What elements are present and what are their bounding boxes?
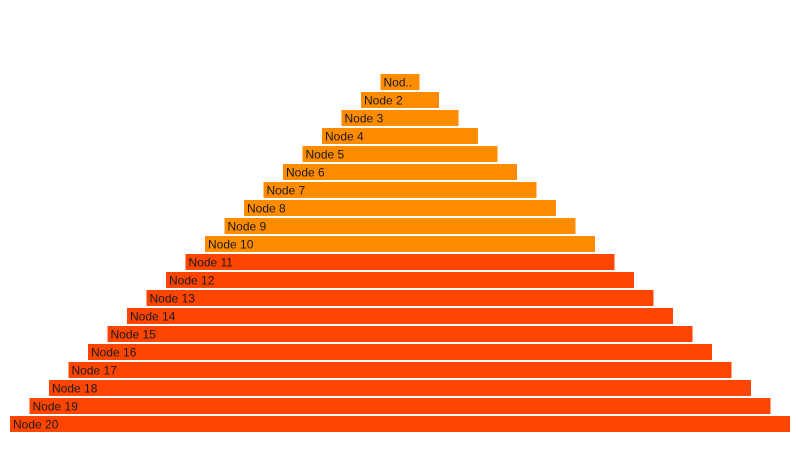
pyramid-bar[interactable]: [68, 362, 732, 378]
bar-label: Node 2: [364, 94, 403, 108]
pyramid-bar[interactable]: [166, 272, 634, 288]
pyramid-bar[interactable]: [341, 110, 459, 126]
bar-label: Node 18: [52, 382, 98, 396]
bar-label: Node 7: [267, 184, 306, 198]
bar-label: Node 12: [169, 274, 215, 288]
bar-label: Node 5: [306, 148, 345, 162]
pyramid-bar[interactable]: [224, 218, 576, 234]
bar-label: Node 15: [111, 328, 157, 342]
pyramid-bar[interactable]: [88, 344, 712, 360]
pyramid-bar[interactable]: [29, 398, 771, 414]
pyramid-bar[interactable]: [361, 92, 439, 108]
bar-label: Node 13: [150, 292, 196, 306]
bar-label: Nod..: [384, 76, 413, 90]
bar-label: Node 9: [228, 220, 267, 234]
pyramid-bar[interactable]: [302, 146, 498, 162]
bar-label: Node 4: [325, 130, 364, 144]
bar-label: Node 19: [33, 400, 79, 414]
pyramid-bar[interactable]: [185, 254, 615, 270]
pyramid-bar[interactable]: [107, 326, 693, 342]
bar-label: Node 16: [91, 346, 137, 360]
pyramid-bar[interactable]: [205, 236, 595, 252]
pyramid-bar[interactable]: [10, 416, 790, 432]
bar-label: Node 10: [208, 238, 254, 252]
pyramid-bar[interactable]: [244, 200, 556, 216]
bar-label: Node 11: [189, 256, 234, 270]
pyramid-bar[interactable]: [263, 182, 537, 198]
pyramid-bar[interactable]: [127, 308, 673, 324]
bar-label: Node 8: [247, 202, 286, 216]
bar-label: Node 20: [13, 418, 59, 432]
pyramid-bar[interactable]: [322, 128, 478, 144]
bar-label: Node 6: [286, 166, 325, 180]
bar-label: Node 14: [130, 310, 176, 324]
pyramid-bar[interactable]: [380, 74, 420, 90]
pyramid-bar[interactable]: [283, 164, 517, 180]
bar-label: Node 17: [72, 364, 118, 378]
bar-label: Node 3: [345, 112, 384, 126]
pyramid-bar[interactable]: [146, 290, 654, 306]
pyramid-bar[interactable]: [49, 380, 751, 396]
